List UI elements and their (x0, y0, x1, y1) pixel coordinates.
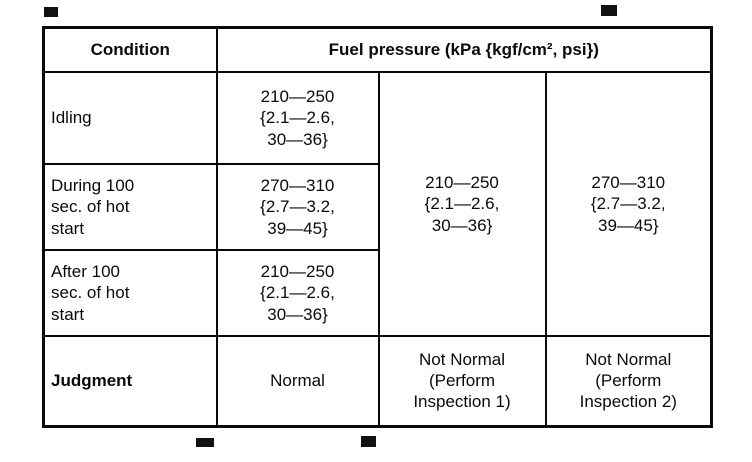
judgment-not-normal-2-value: Not Normal (Perform Inspection 2) (544, 335, 713, 427)
scan-artifact (196, 438, 214, 447)
scan-artifact (361, 436, 376, 447)
condition-header: Condition (42, 26, 218, 73)
judgment-label: Judgment (42, 335, 218, 427)
condition-idling-label: Idling (42, 71, 218, 165)
table-row-during-hot-start: During 100 sec. of hot start 270—310 {2.… (42, 163, 712, 251)
fuel-pressure-table: Condition Fuel pressure (kPa {kgf/cm², p… (42, 26, 714, 428)
fuel-pressure-header: Fuel pressure (kPa {kgf/cm², psi}) (215, 26, 713, 73)
inspection1-pressure-value: 210—250 {2.1—2.6, 30—36} (377, 71, 547, 337)
judgment-not-normal-1-value: Not Normal (Perform Inspection 1) (377, 335, 547, 427)
table-row-idling: Idling 210—250 {2.1—2.6, 30—36} 210—250 … (42, 71, 713, 337)
scan-artifact (601, 5, 617, 16)
table-row-judgment: Judgment Normal Not Normal (Perform Insp… (42, 335, 713, 427)
during-pressure-value: 270—310 {2.7—3.2, 39—45} (215, 163, 380, 251)
condition-during-label: During 100 sec. of hot start (42, 163, 218, 251)
after-pressure-value: 210—250 {2.1—2.6, 30—36} (215, 249, 380, 337)
condition-after-label: After 100 sec. of hot start (42, 249, 218, 337)
judgment-normal-value: Normal (215, 335, 380, 427)
inspection2-pressure-value: 270—310 {2.7—3.2, 39—45} (544, 71, 713, 337)
idling-pressure-value: 210—250 {2.1—2.6, 30—36} (215, 71, 380, 165)
table-header-row: Condition Fuel pressure (kPa {kgf/cm², p… (42, 26, 713, 73)
scan-artifact (44, 7, 58, 17)
table-row-after-hot-start: After 100 sec. of hot start 210—250 {2.1… (42, 249, 712, 337)
